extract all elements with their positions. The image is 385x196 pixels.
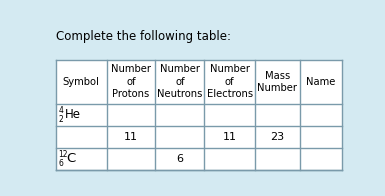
- Text: 6: 6: [58, 159, 63, 168]
- Text: 4: 4: [58, 106, 63, 115]
- Text: Mass
Number: Mass Number: [258, 71, 298, 93]
- Text: Number
of
Neutrons: Number of Neutrons: [157, 64, 203, 99]
- Text: 11: 11: [223, 132, 237, 142]
- Text: 11: 11: [124, 132, 138, 142]
- Text: 2: 2: [58, 114, 63, 123]
- Text: Number
of
Electrons: Number of Electrons: [207, 64, 253, 99]
- Text: 6: 6: [176, 154, 183, 164]
- Text: 12: 12: [58, 150, 68, 159]
- Text: He: He: [65, 108, 81, 121]
- Text: Name: Name: [306, 77, 336, 87]
- Text: 23: 23: [270, 132, 285, 142]
- Text: Number
of
Protons: Number of Protons: [111, 64, 151, 99]
- Text: Complete the following table:: Complete the following table:: [56, 30, 231, 43]
- Bar: [56, 60, 342, 170]
- Text: Symbol: Symbol: [63, 77, 100, 87]
- Text: C: C: [66, 152, 75, 165]
